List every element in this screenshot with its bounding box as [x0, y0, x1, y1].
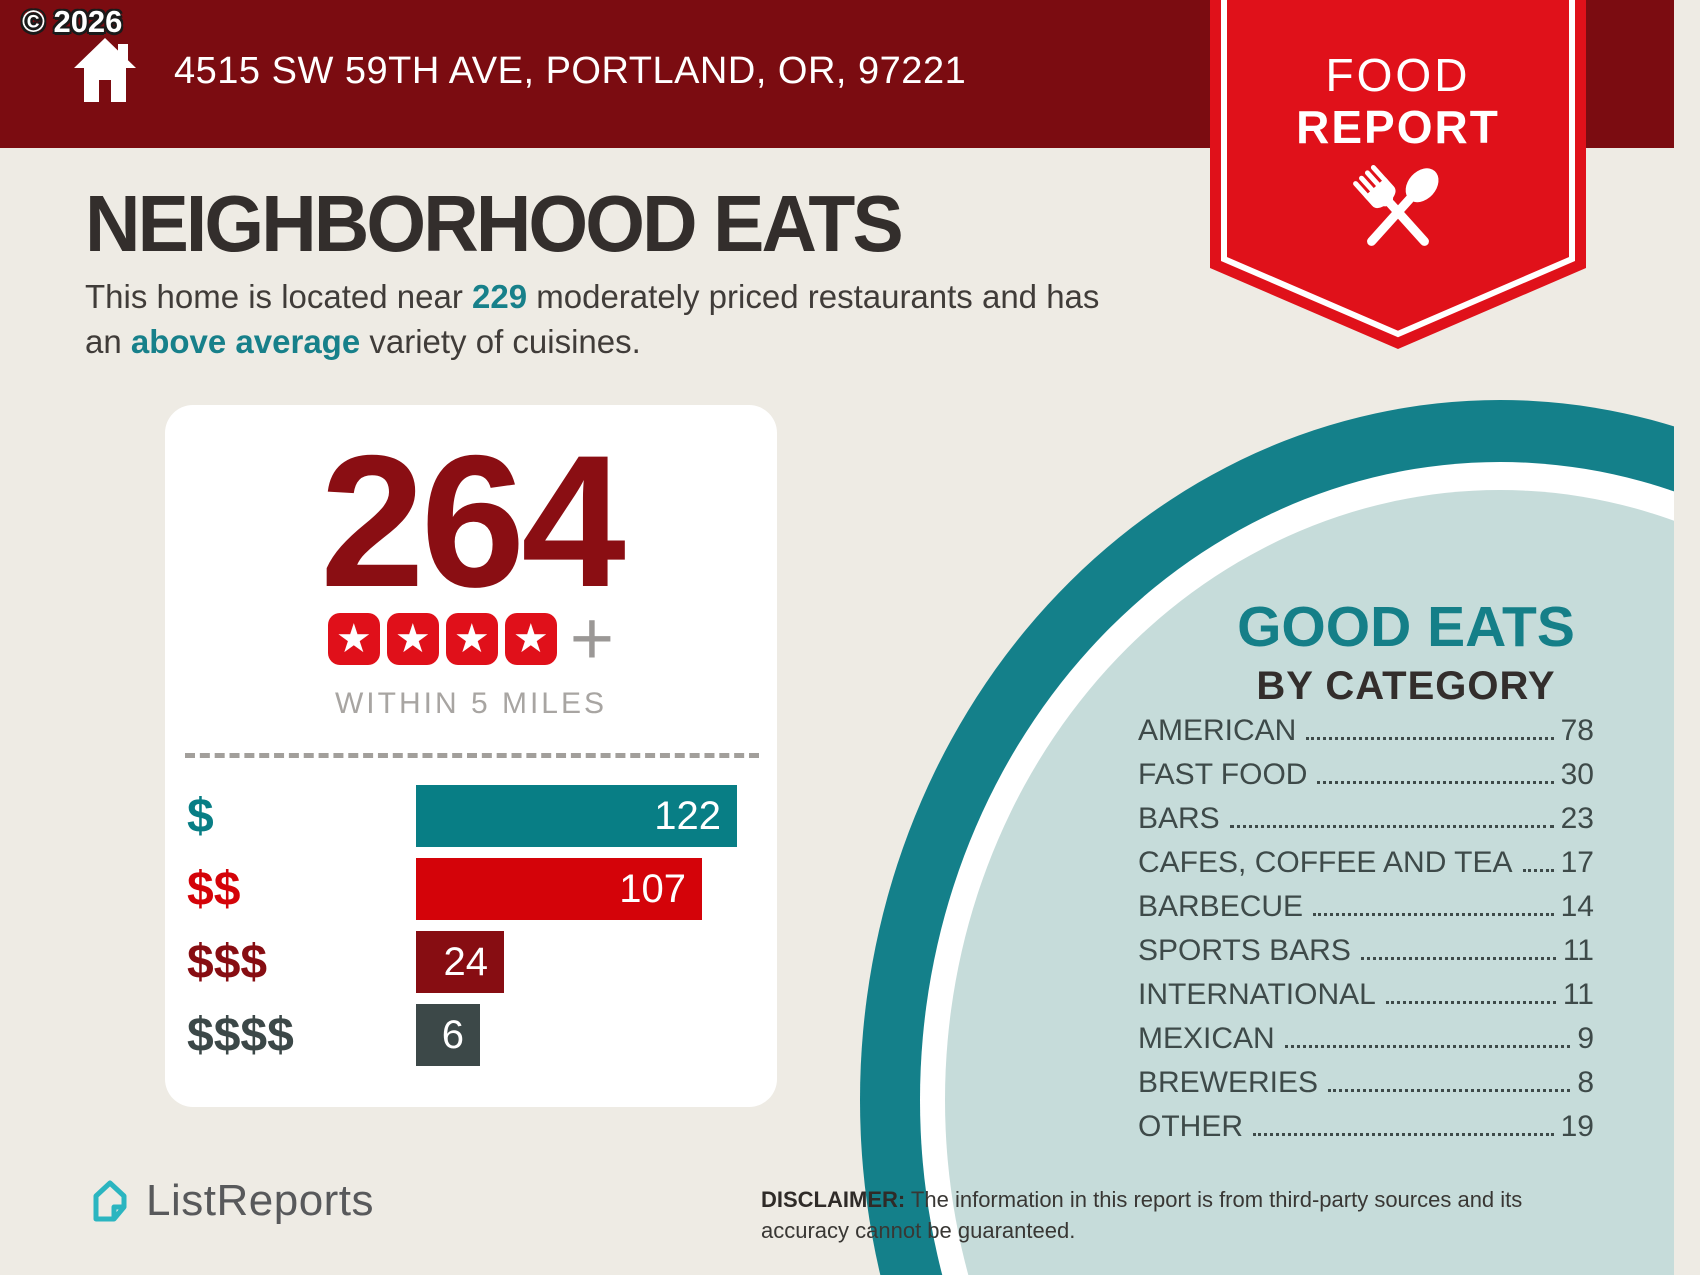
category-value: 14: [1560, 890, 1594, 923]
home-icon: [74, 38, 136, 102]
category-row: BREWERIES 8: [1138, 1066, 1594, 1110]
category-value: 78: [1560, 714, 1594, 747]
page-title: NEIGHBORHOOD EATS: [85, 179, 904, 268]
star-rating: ★ ★ ★ ★ +: [165, 596, 777, 681]
badge-ribbon-shape: [1210, 0, 1586, 349]
disclaimer-line2: accuracy cannot be guaranteed.: [761, 1218, 1076, 1243]
dotted-leader: [1306, 737, 1554, 740]
category-label: AMERICAN: [1138, 714, 1297, 747]
price-bar: 122: [416, 785, 737, 847]
price-row-3: $$$ 24: [187, 931, 777, 993]
category-value: 17: [1560, 846, 1594, 879]
price-bar: 24: [416, 931, 504, 993]
badge-title-line1: FOOD: [1325, 49, 1471, 101]
dotted-leader: [1317, 781, 1554, 784]
category-row: OTHER 19: [1138, 1110, 1594, 1154]
dotted-leader: [1313, 913, 1554, 916]
listreports-logo: ListReports: [86, 1176, 374, 1226]
good-eats-title: GOOD EATS: [1237, 595, 1575, 659]
intro-paragraph: This home is located near 229 moderately…: [85, 274, 1125, 364]
intro-text-2: moderately priced restaurants and has an: [85, 278, 1100, 360]
category-label: BARS: [1138, 802, 1220, 835]
dotted-leader: [1253, 1133, 1554, 1136]
category-value: 30: [1560, 758, 1594, 791]
category-label: MEXICAN: [1138, 1022, 1275, 1055]
category-row: AMERICAN 78: [1138, 714, 1594, 758]
intro-text-1: This home is located near: [85, 278, 473, 315]
badge-title-line2: REPORT: [1296, 101, 1500, 153]
category-value: 19: [1560, 1110, 1594, 1143]
price-tier-label: $: [187, 789, 214, 843]
dotted-leader: [1284, 1045, 1571, 1048]
category-label: SPORTS BARS: [1138, 934, 1351, 967]
category-row: CAFES, COFFEE AND TEA 17: [1138, 846, 1594, 890]
good-eats-subtitle: BY CATEGORY: [1256, 664, 1556, 708]
price-row-1: $ 122: [187, 785, 777, 847]
crossed-spoon-fork-icon: [1353, 165, 1439, 246]
dotted-leader: [1229, 825, 1554, 828]
star-icon: ★: [445, 613, 498, 665]
dashed-divider: [185, 753, 759, 758]
category-value: 9: [1577, 1022, 1594, 1055]
total-restaurant-count: 264: [320, 416, 626, 626]
dotted-leader: [1522, 869, 1554, 872]
restaurant-count-highlight: 229: [472, 278, 528, 315]
price-tier-label: $$$$: [187, 1008, 294, 1062]
category-row: BARS 23: [1138, 802, 1594, 846]
category-value: 23: [1560, 802, 1594, 835]
category-row: FAST FOOD 30: [1138, 758, 1594, 802]
category-list: AMERICAN 78 FAST FOOD 30 BARS 23 CAFES, COF…: [1138, 714, 1594, 1154]
plus-icon: +: [569, 596, 615, 681]
category-value: 11: [1562, 934, 1594, 967]
price-bar: 107: [416, 858, 702, 920]
food-report-badge: FOOD REPORT: [1210, 0, 1586, 350]
property-address: 4515 SW 59TH AVE, PORTLAND, OR, 97221: [174, 50, 967, 92]
restaurant-summary-card: 264 ★ ★ ★ ★ + WITHIN 5 MILES $ 122 $$ 10…: [165, 405, 777, 1107]
category-label: BARBECUE: [1138, 890, 1304, 923]
radius-caption: WITHIN 5 MILES: [334, 687, 608, 720]
category-value: 8: [1577, 1066, 1594, 1099]
price-tier-label: $$: [187, 862, 241, 916]
listreports-house-icon: [93, 1180, 127, 1222]
price-bar: 6: [416, 1004, 480, 1066]
star-icon: ★: [327, 613, 380, 665]
price-tier-label: $$$: [187, 935, 268, 989]
category-label: OTHER: [1138, 1110, 1243, 1143]
dotted-leader: [1360, 957, 1556, 960]
disclaimer-line1: The information in this report is from t…: [905, 1187, 1523, 1212]
price-row-2: $$ 107: [187, 858, 777, 920]
disclaimer-text: DISCLAIMER: The information in this repo…: [761, 1184, 1591, 1246]
dotted-leader: [1385, 1001, 1556, 1004]
good-eats-header: GOOD EATS BY CATEGORY: [1156, 594, 1656, 709]
dotted-leader: [1328, 1089, 1571, 1092]
category-row: BARBECUE 14: [1138, 890, 1594, 934]
variety-highlight: above average: [130, 323, 361, 360]
star-icon: ★: [386, 613, 439, 665]
intro-text-3: variety of cuisines.: [360, 323, 641, 360]
price-bar-chart: $ 122 $$ 107 $$$ 24 $$$$ 6: [187, 785, 777, 1077]
star-icon: ★: [504, 613, 557, 665]
category-value: 11: [1562, 978, 1594, 1011]
category-label: CAFES, COFFEE AND TEA: [1138, 846, 1513, 879]
category-row: INTERNATIONAL 11: [1138, 978, 1594, 1022]
copyright-text: © 2026: [22, 4, 123, 39]
category-row: SPORTS BARS 11: [1138, 934, 1594, 978]
disclaimer-label: DISCLAIMER:: [761, 1187, 906, 1212]
category-label: FAST FOOD: [1138, 758, 1308, 791]
category-row: MEXICAN 9: [1138, 1022, 1594, 1066]
category-label: INTERNATIONAL: [1138, 978, 1376, 1011]
listreports-logo-text: ListReports: [146, 1176, 375, 1225]
category-label: BREWERIES: [1138, 1066, 1319, 1099]
price-row-4: $$$$ 6: [187, 1004, 777, 1066]
